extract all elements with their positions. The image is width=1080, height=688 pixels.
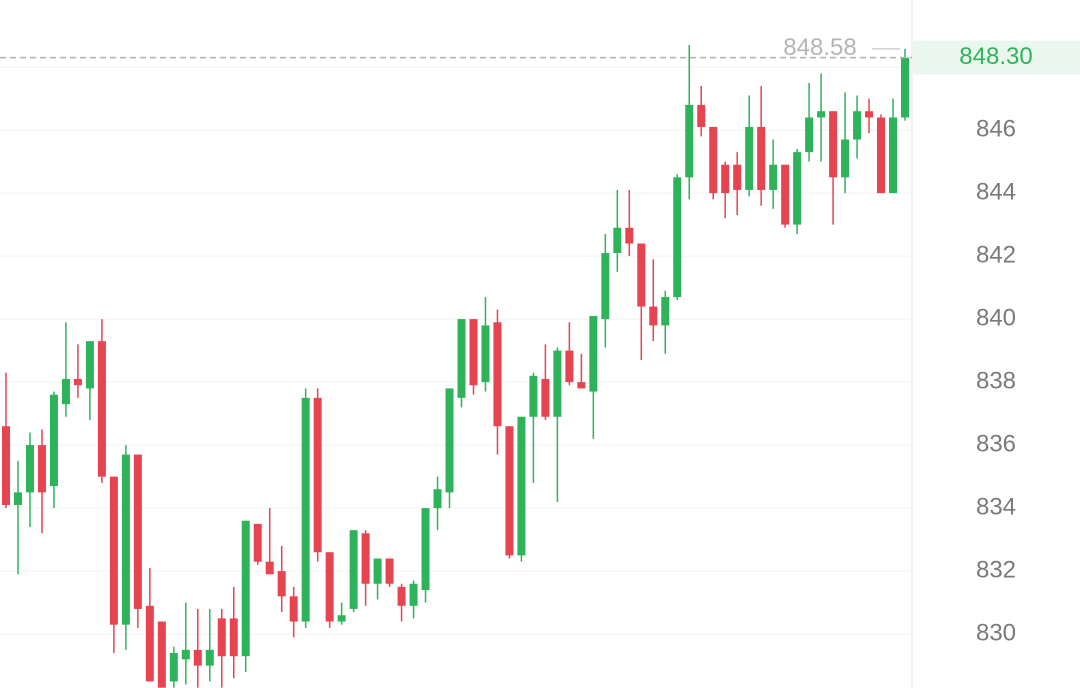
candle-body (241, 520, 250, 657)
candle-body (25, 445, 34, 493)
candle-body (649, 306, 658, 326)
last-price-box (913, 40, 1080, 75)
max-marker-label: 848.58 (783, 34, 856, 61)
candle-body (589, 315, 598, 392)
candle-body (397, 586, 406, 606)
candle-body (565, 350, 574, 383)
candle-body (49, 394, 58, 487)
candle-body (109, 476, 118, 625)
candle-body (337, 615, 346, 622)
candle-body (577, 382, 586, 389)
candle-body (37, 445, 46, 493)
candle-body (157, 621, 166, 688)
candle-body (73, 378, 82, 386)
candle-body (877, 117, 886, 194)
last-price-label: 848.30 (959, 43, 1032, 70)
candle-body (97, 341, 106, 477)
candle-body (817, 111, 826, 118)
candle-body (757, 126, 766, 190)
candle-body (469, 319, 478, 386)
candle-body (517, 416, 526, 556)
candle-body (661, 297, 670, 326)
y-tick-label: 832 (976, 556, 1016, 583)
candle-body (601, 252, 610, 320)
candle-body (613, 227, 622, 253)
candle-body (625, 227, 634, 244)
candle-body (85, 341, 94, 389)
y-tick-label: 840 (976, 304, 1016, 331)
candle-body (505, 426, 514, 556)
candle-body (805, 117, 814, 153)
candle-body (373, 558, 382, 584)
candle-body (889, 117, 898, 194)
candle-body (781, 164, 790, 225)
candle-body (493, 322, 502, 427)
candle-body (901, 57, 909, 118)
candle-body (529, 375, 538, 417)
candle-body (409, 583, 418, 606)
candle-body (361, 533, 370, 584)
candle-body (217, 618, 226, 657)
y-tick-label: 838 (976, 367, 1016, 394)
candle-body (193, 649, 202, 666)
candle-body (433, 489, 442, 509)
candle-body (349, 530, 358, 609)
candle-body (301, 397, 310, 622)
y-tick-label: 830 (976, 619, 1016, 646)
y-tick-label: 846 (976, 115, 1016, 142)
candle-body (61, 378, 70, 405)
candle-body (865, 111, 874, 118)
candle-body (277, 571, 286, 597)
y-tick-label: 836 (976, 430, 1016, 457)
candle-body (541, 378, 550, 417)
candle-body (169, 653, 178, 682)
candle-body (733, 164, 742, 190)
candle-body (421, 508, 430, 591)
y-tick-label: 834 (976, 493, 1016, 520)
candle-body (793, 152, 802, 225)
candle-body (229, 618, 238, 657)
candle-body (445, 388, 454, 493)
candle-body (553, 350, 562, 417)
candle-body (289, 596, 298, 622)
candle-body (709, 126, 718, 194)
candle-body (829, 111, 838, 178)
candle-body (721, 164, 730, 194)
candle-body (841, 139, 850, 178)
candle-body (265, 561, 274, 575)
candle-body (673, 177, 682, 298)
candle-body (481, 325, 490, 383)
candle-body (325, 552, 334, 622)
candle-body (769, 164, 778, 190)
candle-body (385, 558, 394, 584)
candle-body (637, 243, 646, 307)
candle-body (697, 104, 706, 127)
candle-body (13, 492, 22, 505)
candle-body (2, 426, 10, 505)
y-tick-label: 842 (976, 241, 1016, 268)
candle-body (133, 454, 142, 609)
candle-body (685, 104, 694, 178)
candle-body (145, 605, 154, 682)
y-tick-label: 844 (976, 178, 1016, 205)
candle-body (253, 523, 262, 562)
candle-body (313, 397, 322, 553)
candle-body (745, 126, 754, 190)
candle-body (181, 649, 190, 660)
candle-body (853, 111, 862, 140)
candle-body (121, 454, 130, 625)
candle-body (205, 649, 214, 666)
candle-body (457, 319, 466, 398)
